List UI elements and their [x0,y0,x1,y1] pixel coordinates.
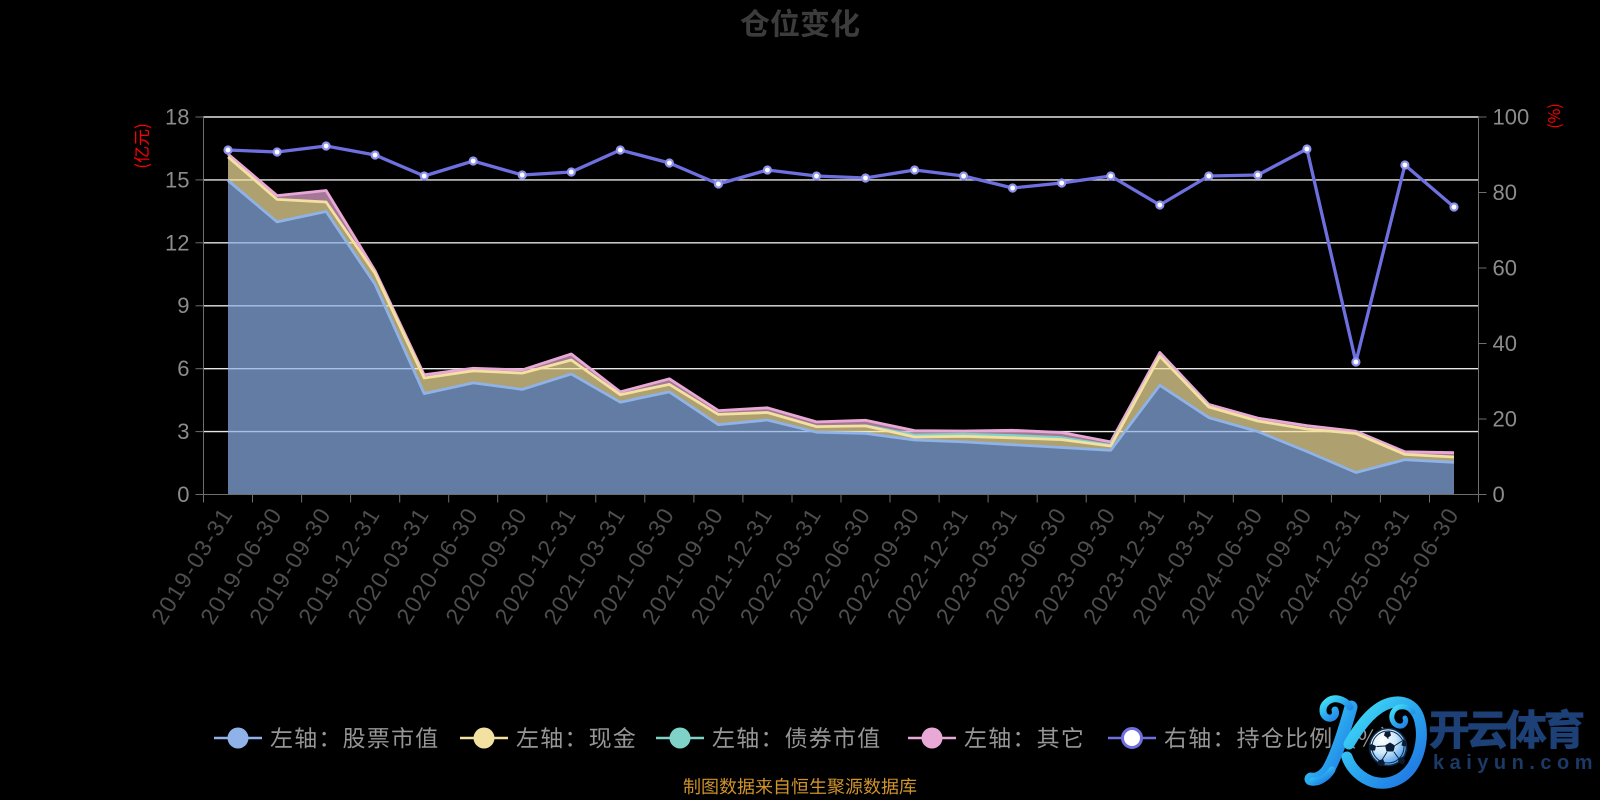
svg-text:0: 0 [1493,482,1505,507]
svg-text:20: 20 [1493,407,1517,432]
svg-text:40: 40 [1493,331,1517,356]
svg-text:0: 0 [177,482,189,507]
svg-text:kaiyun.com: kaiyun.com [1433,752,1598,774]
svg-text:100: 100 [1493,105,1530,130]
svg-text:80: 80 [1493,180,1517,205]
svg-text:6: 6 [177,356,189,381]
svg-text:12: 12 [165,230,189,255]
svg-text:3: 3 [177,419,189,444]
svg-text:18: 18 [165,105,189,130]
svg-text:60: 60 [1493,256,1517,281]
svg-text:15: 15 [165,167,189,192]
svg-text:9: 9 [177,293,189,318]
